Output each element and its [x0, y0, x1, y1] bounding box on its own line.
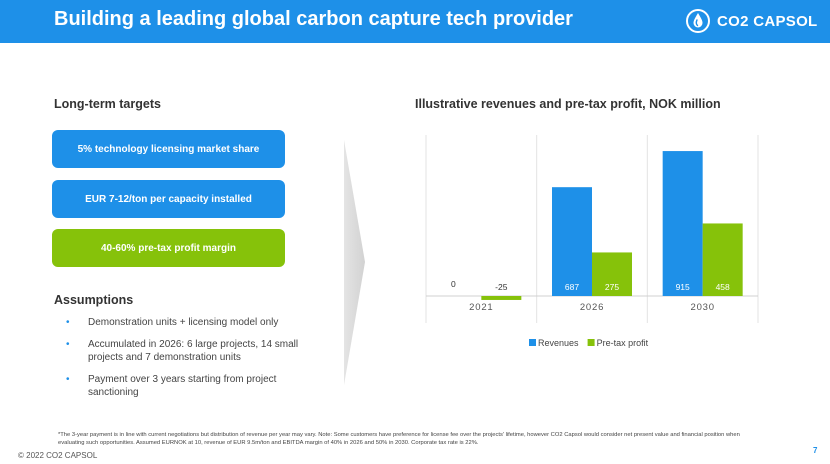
target-box-eur-per-ton: EUR 7-12/ton per capacity installed — [52, 180, 285, 218]
company-logo: CO2 CAPSOL — [686, 8, 818, 34]
data-label: 915 — [676, 282, 690, 292]
data-label: 687 — [565, 282, 579, 292]
page-title: Building a leading global carbon capture… — [54, 8, 573, 30]
footnote: *The 3-year payment is in line with curr… — [58, 432, 740, 446]
bullet-icon: • — [66, 339, 70, 350]
x-tick-label: 2026 — [580, 302, 604, 313]
chevron-arrow-icon — [344, 140, 365, 385]
x-tick-label: 2021 — [469, 302, 493, 313]
legend-swatch — [529, 339, 536, 346]
bar-revenues-2030 — [662, 151, 703, 296]
bullet-icon: • — [66, 374, 70, 385]
legend-label: Revenues — [538, 338, 579, 348]
assumption-text: Demonstration units + licensing model on… — [88, 317, 279, 328]
bar-pre-tax-profit-2030 — [702, 223, 743, 296]
chart-title-text: Illustrative revenues and pre-tax profit… — [415, 97, 721, 111]
header-bar: Building a leading global carbon capture… — [0, 0, 830, 43]
targets-title: Long-term targets — [54, 97, 161, 111]
bullet-icon: • — [66, 317, 70, 328]
assumptions-list: • Demonstration units + licensing model o… — [66, 316, 316, 408]
target-box-profit-margin: 40-60% pre-tax profit margin — [52, 229, 285, 267]
bar-pre-tax-profit-2026 — [592, 252, 632, 296]
logo-text: CO2 CAPSOL — [717, 12, 818, 30]
data-label: -25 — [495, 282, 508, 292]
assumption-text: Accumulated in 2026: 6 large projects, 1… — [88, 339, 299, 363]
assumption-item: • Accumulated in 2026: 6 large projects, … — [66, 338, 316, 364]
data-label: 458 — [716, 282, 730, 292]
bar-revenues-2026 — [552, 187, 592, 296]
assumption-item: • Demonstration units + licensing model o… — [66, 316, 316, 329]
data-label: 0 — [451, 279, 456, 289]
bar-pre-tax-profit-2021 — [481, 296, 522, 300]
assumption-item: • Payment over 3 years starting from proj… — [66, 373, 316, 399]
x-tick-label: 2030 — [690, 302, 714, 313]
assumptions-title: Assumptions — [54, 293, 134, 307]
copyright: © 2022 CO2 CAPSOL — [18, 451, 98, 460]
data-label: 275 — [605, 282, 619, 292]
legend-swatch — [587, 339, 595, 346]
logo-icon — [686, 9, 710, 33]
assumption-text: Payment over 3 years starting from proje… — [88, 374, 277, 398]
target-box-licensing-share: 5% technology licensing market share — [52, 130, 285, 168]
legend-label: Pre-tax profit — [597, 338, 649, 348]
page-number: 7 — [813, 446, 818, 455]
